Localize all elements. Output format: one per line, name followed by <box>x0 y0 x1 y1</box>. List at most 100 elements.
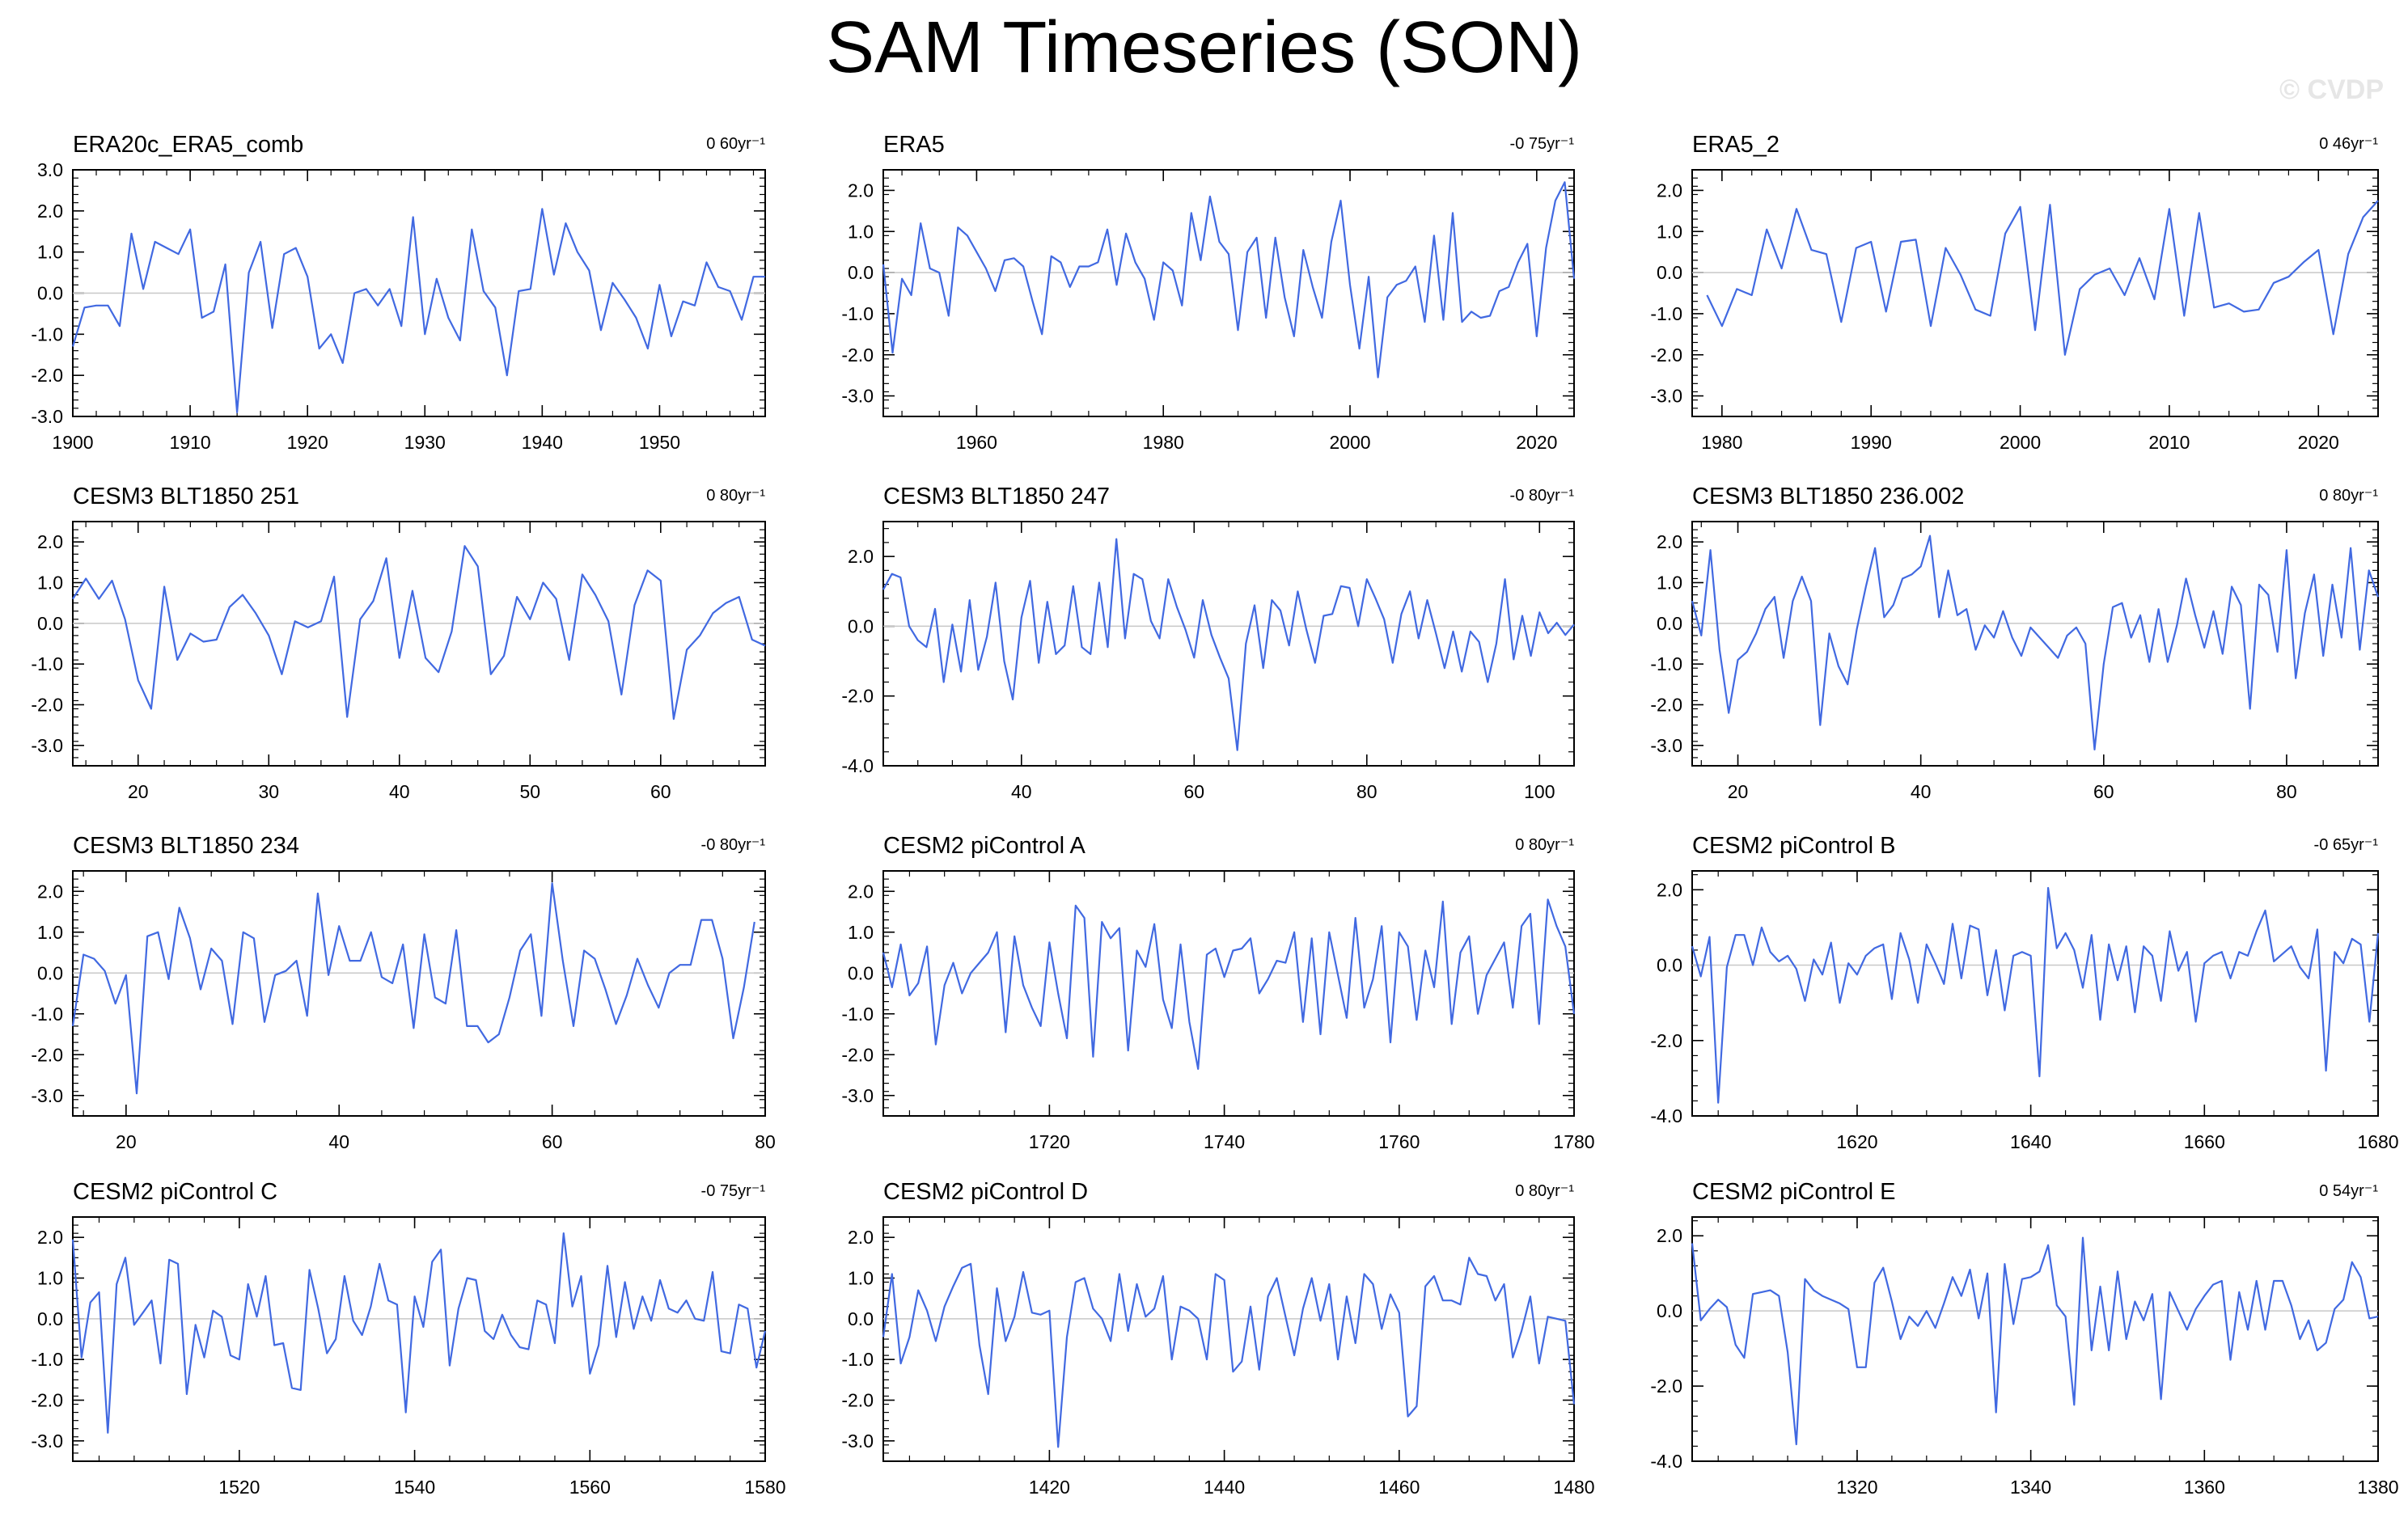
x-tick-label: 1480 <box>1553 1477 1594 1498</box>
sam-series-line <box>72 545 766 721</box>
x-tick-label: 50 <box>519 781 540 802</box>
x-tick-label: 80 <box>755 1131 776 1152</box>
sam-series-line <box>1691 1236 2379 1446</box>
y-tick-label: -1.0 <box>31 653 63 674</box>
x-tick-label: 1930 <box>404 432 446 453</box>
panel-4: CESM3 BLT1850 251 0 80yr⁻¹ -3.0 -2.0 -1.0 0.0… <box>31 484 766 802</box>
x-tick-label: 1940 <box>522 432 563 453</box>
trend-label: -0 80yr⁻¹ <box>701 836 766 854</box>
panel-title: CESM2 piControl D <box>883 1179 1088 1205</box>
y-tick-label: 2.0 <box>37 201 63 222</box>
panel-12: CESM2 piControl E 0 54yr⁻¹ -4.0 -2.0 0.0 2.0 1… <box>1650 1179 2398 1498</box>
plot-frame <box>1691 169 2379 417</box>
x-tick-label: 40 <box>328 1131 349 1152</box>
y-tick-label: 1.0 <box>37 242 63 263</box>
x-tick-label: 2000 <box>2000 432 2041 453</box>
y-tick-label: 1.0 <box>1657 221 1682 242</box>
plot-frame <box>882 521 1575 767</box>
x-tick-label: 1340 <box>2010 1477 2051 1498</box>
x-tick-label: 1320 <box>1836 1477 1877 1498</box>
x-tick-label: 60 <box>650 781 671 802</box>
x-tick-label: 40 <box>389 781 410 802</box>
y-tick-label: 0.0 <box>1657 613 1682 634</box>
x-tick-label: 1920 <box>287 432 328 453</box>
panel-1: ERA20c_ERA5_comb 0 60yr⁻¹ -3.0 -2.0 -1.0 0.0 1… <box>31 132 766 453</box>
y-tick-label: 1.0 <box>37 573 63 594</box>
y-tick-label: 2.0 <box>848 180 874 201</box>
x-tick-label: 1640 <box>2010 1131 2051 1152</box>
y-tick-label: 0.0 <box>37 1308 63 1329</box>
y-tick-label: 1.0 <box>848 1268 874 1289</box>
y-tick-label: 3.0 <box>37 159 63 180</box>
panel-6: CESM3 BLT1850 236.002 0 80yr⁻¹ -3.0 -2.0 -1.… <box>1650 484 2380 802</box>
x-tick-label: 2020 <box>2298 432 2339 453</box>
x-tick-label: 1520 <box>218 1477 260 1498</box>
panel-title: CESM2 piControl C <box>73 1179 277 1205</box>
y-tick-label: -2.0 <box>841 1044 874 1065</box>
y-tick-label: -1.0 <box>1650 303 1682 324</box>
x-tick-label: 1980 <box>1143 432 1184 453</box>
plot-frame <box>882 870 1575 1117</box>
sam-series-line <box>71 1232 767 1434</box>
y-tick-label: -2.0 <box>31 1044 63 1065</box>
y-tick-label: 0.0 <box>1657 955 1682 976</box>
trend-label: 0 46yr⁻¹ <box>2319 135 2378 153</box>
y-tick-label: -4.0 <box>841 755 874 776</box>
y-tick-label: -2.0 <box>1650 1030 1682 1051</box>
y-tick-label: -3.0 <box>841 386 874 407</box>
trend-label: -0 65yr⁻¹ <box>2314 836 2379 854</box>
y-tick-label: 0.0 <box>1657 262 1682 283</box>
trend-label: 0 80yr⁻¹ <box>1515 1182 1574 1200</box>
y-tick-label: -1.0 <box>31 1004 63 1025</box>
y-tick-label: 0.0 <box>848 615 874 636</box>
y-tick-label: -3.0 <box>1650 386 1682 407</box>
plot-frame <box>72 521 766 767</box>
y-tick-label: 1.0 <box>848 221 874 242</box>
x-tick-label: 1760 <box>1378 1131 1420 1152</box>
x-tick-label: 1780 <box>1553 1131 1594 1152</box>
y-tick-label: -1.0 <box>31 1349 63 1370</box>
sam-series-line <box>71 882 755 1095</box>
x-tick-label: 1560 <box>569 1477 611 1498</box>
x-tick-label: 1660 <box>2184 1131 2225 1152</box>
panel-title: CESM3 BLT1850 247 <box>883 484 1110 509</box>
watermark: © CVDP <box>2279 74 2384 105</box>
panel-5: CESM3 BLT1850 247 -0 80yr⁻¹ -4.0 -2.0 0.0 2.0… <box>841 484 1575 802</box>
panel-7: CESM3 BLT1850 234 -0 80yr⁻¹ -3.0 -2.0 -1.0 0.… <box>31 833 775 1152</box>
sam-series-line <box>882 181 1576 378</box>
x-tick-label: 1380 <box>2357 1477 2398 1498</box>
panel-title: ERA5_2 <box>1692 132 1780 158</box>
y-tick-label: 1.0 <box>37 922 63 943</box>
y-tick-label: -1.0 <box>841 1349 874 1370</box>
page-title: SAM Timeseries (SON) <box>825 7 1583 88</box>
x-tick-label: 1740 <box>1204 1131 1245 1152</box>
y-tick-label: -1.0 <box>841 1004 874 1025</box>
y-tick-label: 2.0 <box>848 881 874 902</box>
y-tick-label: -2.0 <box>841 1390 874 1411</box>
y-tick-label: 2.0 <box>1657 879 1682 900</box>
panel-title: CESM3 BLT1850 236.002 <box>1692 484 1964 509</box>
y-tick-label: 2.0 <box>848 546 874 567</box>
y-tick-label: 2.0 <box>1657 1225 1682 1246</box>
x-tick-label: 1540 <box>394 1477 435 1498</box>
x-tick-label: 1440 <box>1204 1477 1245 1498</box>
y-tick-label: 2.0 <box>848 1227 874 1248</box>
plot-frame <box>1691 870 2379 1117</box>
y-tick-label: -4.0 <box>1650 1451 1682 1472</box>
sam-series-line <box>1691 886 2380 1104</box>
sam-series-line <box>71 208 765 413</box>
y-tick-label: 0.0 <box>1657 1300 1682 1321</box>
x-tick-label: 1680 <box>2357 1131 2398 1152</box>
sam-series-line <box>882 1257 1576 1448</box>
panel-8: CESM2 piControl A 0 80yr⁻¹ -3.0 -2.0 -1.0 0.0… <box>841 833 1594 1152</box>
y-tick-label: 2.0 <box>37 881 63 902</box>
y-tick-label: -4.0 <box>1650 1105 1682 1126</box>
plot-frame <box>72 870 766 1117</box>
x-tick-label: 1580 <box>744 1477 785 1498</box>
panel-title: CESM3 BLT1850 251 <box>73 484 299 509</box>
y-tick-label: -1.0 <box>31 323 63 344</box>
trend-label: 0 54yr⁻¹ <box>2319 1182 2378 1200</box>
x-tick-label: 2000 <box>1329 432 1370 453</box>
y-tick-label: -2.0 <box>31 695 63 716</box>
